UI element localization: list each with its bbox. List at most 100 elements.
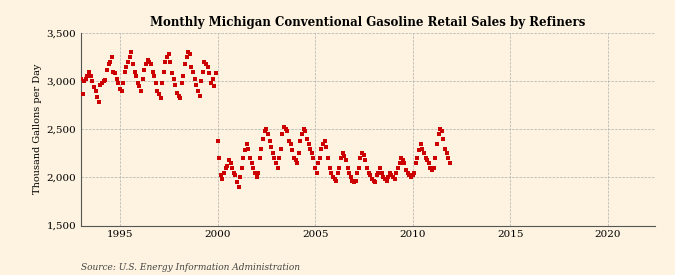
Point [142, 58, 153, 62]
Point [76, 77, 86, 81]
Point [338, 151, 348, 155]
Point [80, 77, 91, 81]
Point [105, 60, 115, 64]
Point [365, 173, 376, 178]
Point [347, 179, 358, 183]
Point [279, 125, 290, 130]
Point [236, 166, 247, 170]
Point [214, 156, 225, 160]
Point [329, 177, 340, 182]
Point [269, 156, 279, 160]
Point [308, 156, 319, 160]
Point [394, 161, 405, 165]
Point [103, 62, 114, 66]
Point [256, 146, 267, 151]
Point [165, 60, 176, 64]
Point [423, 161, 434, 165]
Point [178, 74, 189, 79]
Point [284, 139, 294, 143]
Point [318, 141, 329, 146]
Point [139, 67, 150, 72]
Point [234, 185, 244, 189]
Point [171, 90, 182, 95]
Point [378, 175, 389, 180]
Point [263, 132, 273, 136]
Point [298, 127, 309, 131]
Point [186, 65, 197, 69]
Point [370, 180, 381, 184]
Point [412, 156, 423, 160]
Point [113, 81, 124, 85]
Point [222, 164, 233, 168]
Point [420, 156, 431, 160]
Point [167, 71, 178, 76]
Point [84, 69, 95, 74]
Point [315, 156, 325, 160]
Point [368, 179, 379, 183]
Point [340, 158, 351, 162]
Point [151, 81, 161, 85]
Point [391, 170, 402, 175]
Point [100, 78, 111, 82]
Point [277, 132, 288, 136]
Point [417, 146, 428, 151]
Point [190, 77, 200, 81]
Point [375, 166, 385, 170]
Point [282, 129, 293, 133]
Point [157, 81, 167, 85]
Point [217, 177, 227, 182]
Point [287, 148, 298, 153]
Point [168, 77, 179, 81]
Point [334, 166, 345, 170]
Point [295, 139, 306, 143]
Title: Monthly Michigan Conventional Gasoline Retail Sales by Refiners: Monthly Michigan Conventional Gasoline R… [150, 16, 585, 29]
Point [300, 129, 310, 133]
Point [406, 175, 416, 180]
Point [306, 151, 317, 155]
Point [436, 129, 447, 133]
Point [238, 156, 249, 160]
Point [399, 161, 410, 165]
Point [197, 69, 208, 74]
Point [264, 139, 275, 143]
Point [383, 175, 394, 180]
Point [275, 146, 286, 151]
Point [409, 170, 420, 175]
Point [296, 132, 307, 136]
Point [232, 180, 242, 184]
Point [362, 166, 373, 170]
Point [107, 55, 117, 59]
Point [183, 50, 194, 54]
Point [414, 148, 425, 153]
Point [379, 177, 390, 182]
Point [358, 153, 369, 157]
Point [101, 67, 112, 72]
Point [253, 170, 264, 175]
Point [401, 167, 412, 172]
Point [145, 62, 156, 66]
Point [92, 95, 103, 100]
Point [211, 71, 221, 76]
Point [235, 175, 246, 180]
Point [230, 173, 241, 178]
Point [418, 151, 429, 155]
Point [240, 148, 250, 153]
Point [123, 60, 134, 64]
Point [93, 100, 104, 104]
Point [90, 89, 101, 93]
Point [302, 137, 313, 141]
Point [350, 179, 361, 183]
Point [323, 156, 333, 160]
Point [82, 74, 92, 79]
Point [188, 69, 198, 74]
Point [259, 129, 270, 133]
Point [356, 151, 367, 155]
Point [246, 161, 257, 165]
Point [220, 166, 231, 170]
Point [128, 62, 138, 66]
Point [363, 170, 374, 175]
Point [152, 89, 163, 93]
Point [109, 71, 120, 76]
Point [373, 170, 384, 175]
Point [209, 84, 219, 88]
